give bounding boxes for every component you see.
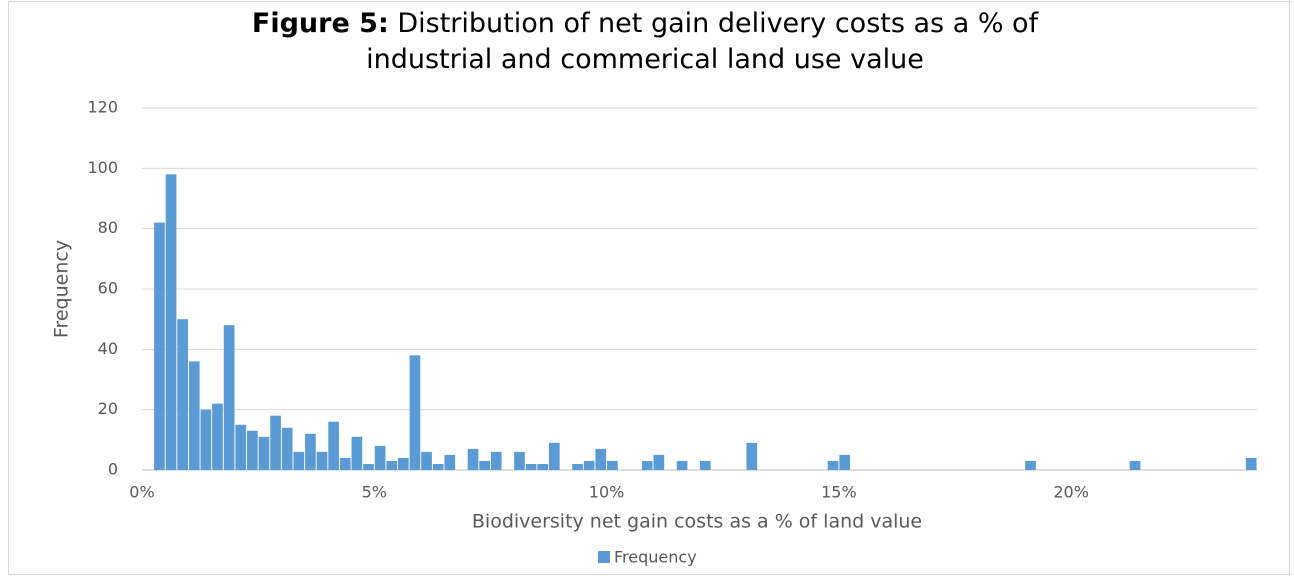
bar bbox=[212, 403, 223, 470]
bar bbox=[328, 421, 339, 470]
bar bbox=[281, 427, 293, 470]
bar bbox=[653, 454, 665, 470]
y-axis-label: Frequency bbox=[51, 240, 73, 338]
bar bbox=[165, 174, 177, 470]
bar bbox=[514, 451, 525, 470]
bar bbox=[676, 460, 688, 470]
bar bbox=[1129, 460, 1141, 470]
chart-title: Figure 5: Distribution of net gain deliv… bbox=[200, 6, 1090, 78]
bar bbox=[1025, 460, 1036, 470]
bar bbox=[246, 430, 258, 470]
x-tick-label: 0% bbox=[129, 483, 154, 502]
bar bbox=[154, 222, 165, 470]
bar bbox=[293, 451, 305, 470]
y-tick-label: 80 bbox=[98, 218, 118, 237]
bar bbox=[525, 463, 537, 470]
bar bbox=[827, 460, 839, 470]
bar bbox=[351, 436, 363, 470]
bar bbox=[572, 463, 583, 470]
y-tick-label: 40 bbox=[98, 339, 118, 358]
bar bbox=[490, 451, 502, 470]
bar bbox=[397, 457, 409, 470]
x-tick-label: 20% bbox=[1053, 483, 1089, 502]
bar bbox=[409, 355, 421, 470]
title-text: Distribution of net gain delivery costs … bbox=[366, 8, 1039, 75]
bar bbox=[746, 442, 758, 470]
bar bbox=[548, 442, 560, 470]
bar bbox=[444, 454, 456, 470]
bar bbox=[595, 448, 607, 470]
legend-swatch bbox=[598, 551, 610, 563]
bar bbox=[258, 436, 270, 470]
y-tick-label: 100 bbox=[87, 158, 118, 177]
legend-label: Frequency bbox=[614, 548, 697, 567]
bar bbox=[537, 463, 549, 470]
bar bbox=[177, 319, 188, 470]
y-tick-label: 60 bbox=[98, 279, 118, 298]
bar bbox=[305, 433, 316, 470]
bar bbox=[421, 451, 432, 470]
bar bbox=[1245, 457, 1257, 470]
x-axis-label: Biodiversity net gain costs as a % of la… bbox=[472, 511, 922, 533]
bar bbox=[316, 451, 328, 470]
bar bbox=[235, 424, 247, 470]
x-tick-label: 10% bbox=[589, 483, 625, 502]
bar bbox=[223, 325, 235, 470]
bar bbox=[839, 454, 851, 470]
y-tick-label: 120 bbox=[87, 98, 118, 117]
bar bbox=[467, 448, 479, 470]
bar bbox=[374, 445, 386, 470]
bar bbox=[270, 415, 281, 470]
bar bbox=[363, 463, 374, 470]
chart-frame bbox=[8, 1, 1290, 575]
bar bbox=[188, 361, 200, 470]
bar bbox=[641, 460, 653, 470]
x-tick-label: 5% bbox=[362, 483, 387, 502]
bar bbox=[432, 463, 444, 470]
y-tick-label: 20 bbox=[98, 399, 118, 418]
bar bbox=[699, 460, 711, 470]
bar bbox=[583, 460, 595, 470]
bar bbox=[607, 460, 618, 470]
bar bbox=[339, 457, 351, 470]
bar bbox=[200, 409, 212, 470]
y-tick-label: 0 bbox=[108, 460, 118, 479]
bar bbox=[479, 460, 490, 470]
x-tick-label: 15% bbox=[821, 483, 857, 502]
bar bbox=[386, 460, 398, 470]
title-prefix: Figure 5: bbox=[251, 8, 389, 39]
